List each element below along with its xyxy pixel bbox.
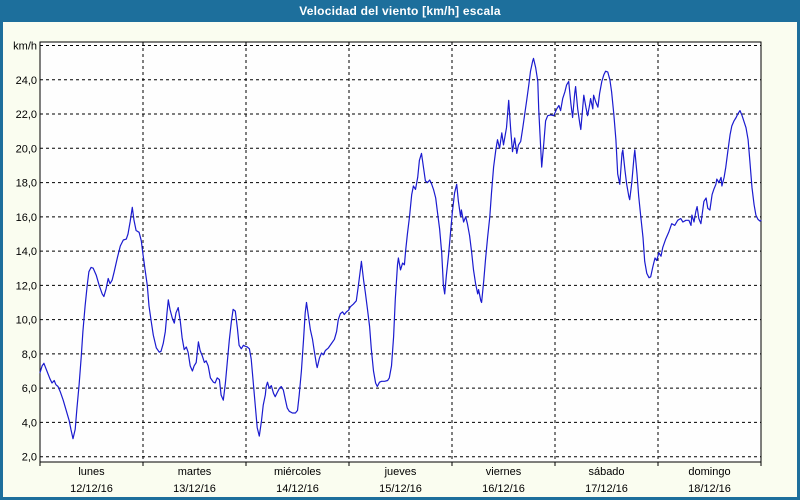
y-tick-label: 14,0 [16, 246, 37, 258]
x-date-label: 18/12/16 [688, 483, 731, 495]
x-date-label: 13/12/16 [173, 483, 216, 495]
y-tick-label: 16,0 [16, 212, 37, 224]
chart-panel: km/h 24,0 22,0 20,0 18,0 16,0 14,0 12,0 10,0 8,0 6… [3, 22, 797, 497]
y-tick-label: 8,0 [22, 349, 37, 361]
y-tick-label: 2,0 [22, 452, 37, 464]
y-axis-unit-label: km/h [13, 41, 37, 53]
y-tick-label: 18,0 [16, 178, 37, 190]
x-day-label: lunes [78, 466, 105, 478]
plot-background [40, 42, 761, 462]
x-date-label: 16/12/16 [482, 483, 525, 495]
y-tick-label: 10,0 [16, 315, 37, 327]
window-title: Velocidad del viento [km/h] escala [299, 4, 501, 18]
x-date-label: 12/12/16 [70, 483, 113, 495]
x-date-label: 14/12/16 [276, 483, 319, 495]
title-bar: Velocidad del viento [km/h] escala [0, 0, 800, 22]
y-tick-label: 20,0 [16, 143, 37, 155]
x-date-label: 17/12/16 [585, 483, 628, 495]
y-tick-label: 22,0 [16, 109, 37, 121]
y-tick-label: 4,0 [22, 417, 37, 429]
x-day-label: viernes [486, 466, 522, 478]
x-day-label: miércoles [274, 466, 322, 478]
x-day-label: jueves [384, 466, 417, 478]
wind-speed-chart: km/h 24,0 22,0 20,0 18,0 16,0 14,0 12,0 10,0 8,0 6… [13, 41, 762, 495]
x-day-label: domingo [688, 466, 730, 478]
plot-frame [39, 41, 762, 463]
x-date-label: 15/12/16 [379, 483, 422, 495]
y-tick-label: 12,0 [16, 280, 37, 292]
wind-speed-line [39, 57, 762, 440]
x-day-label: martes [178, 466, 212, 478]
y-tick-label: 6,0 [22, 383, 37, 395]
y-tick-label: 24,0 [16, 75, 37, 87]
x-day-label: sábado [588, 466, 624, 478]
